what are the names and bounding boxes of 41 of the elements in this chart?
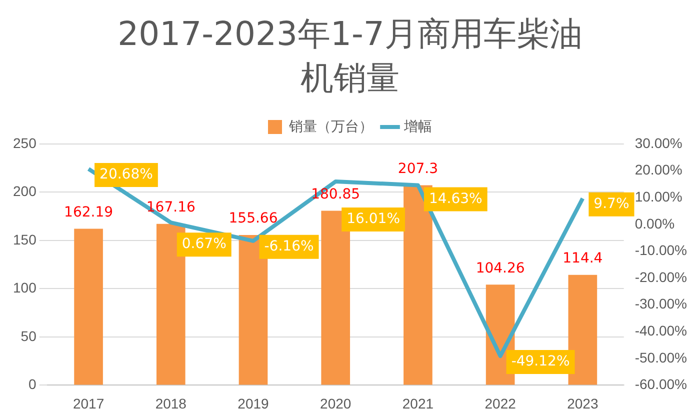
y2-tick-label: -50.00% [634,349,688,366]
y2-tick-label: 30.00% [634,134,682,151]
y2-tick-label: -20.00% [634,268,688,285]
y-tick-label: 250 [13,134,37,151]
data-label: -49.12% [511,354,570,370]
data-label: 155.66 [228,210,278,227]
y2-tick-label: 20.00% [634,162,682,178]
x-tick-label: 2020 [320,395,352,412]
y-tick-label: 50 [20,328,37,344]
x-tick-label: 2023 [567,395,598,412]
x-tick-label: 2017 [72,395,104,412]
data-label: 162.19 [64,204,114,220]
data-label: 0.67% [182,236,226,252]
data-label: -6.16% [264,238,314,255]
bar [74,228,103,385]
bar [404,185,432,385]
chart-title: 2017-2023年1-7月商用车柴油机销量 [116,13,584,99]
y-tick-label: 0 [28,376,37,392]
x-tick-label: 2021 [402,395,434,412]
data-label: 207.3 [398,160,438,177]
y2-tick-label: 0.00% [634,215,675,232]
y2-tick-label: -40.00% [634,322,688,338]
x-tick-label: 2019 [238,395,270,412]
y2-tick-label: -10.00% [634,242,688,258]
legend-label: 销量（万台） [288,118,373,134]
data-label: 114.4 [562,250,603,266]
x-tick-label: 2018 [155,395,187,412]
y-tick-label: 100 [13,280,37,296]
data-label: 20.68% [100,166,153,183]
y-tick-label: 200 [13,183,37,200]
legend-label: 增幅 [403,118,432,134]
bar [568,274,598,385]
data-label: 14.63% [428,190,482,207]
y-tick-label: 150 [13,231,37,248]
y2-tick-label: -30.00% [634,296,688,312]
y2-tick-label: -60.00% [634,376,688,392]
data-label: 104.26 [476,260,525,276]
y2-tick-label: 10.00% [634,188,682,204]
data-label: 9.7% [594,196,630,212]
data-label: 16.01% [346,211,400,228]
x-tick-label: 2022 [484,395,516,412]
